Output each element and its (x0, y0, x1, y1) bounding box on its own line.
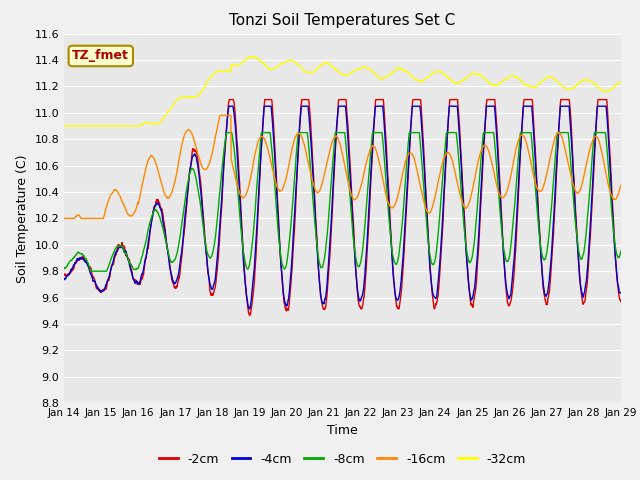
Y-axis label: Soil Temperature (C): Soil Temperature (C) (16, 154, 29, 283)
Title: Tonzi Soil Temperatures Set C: Tonzi Soil Temperatures Set C (229, 13, 456, 28)
Legend: -2cm, -4cm, -8cm, -16cm, -32cm: -2cm, -4cm, -8cm, -16cm, -32cm (154, 448, 531, 471)
Text: TZ_fmet: TZ_fmet (72, 49, 129, 62)
X-axis label: Time: Time (327, 424, 358, 437)
